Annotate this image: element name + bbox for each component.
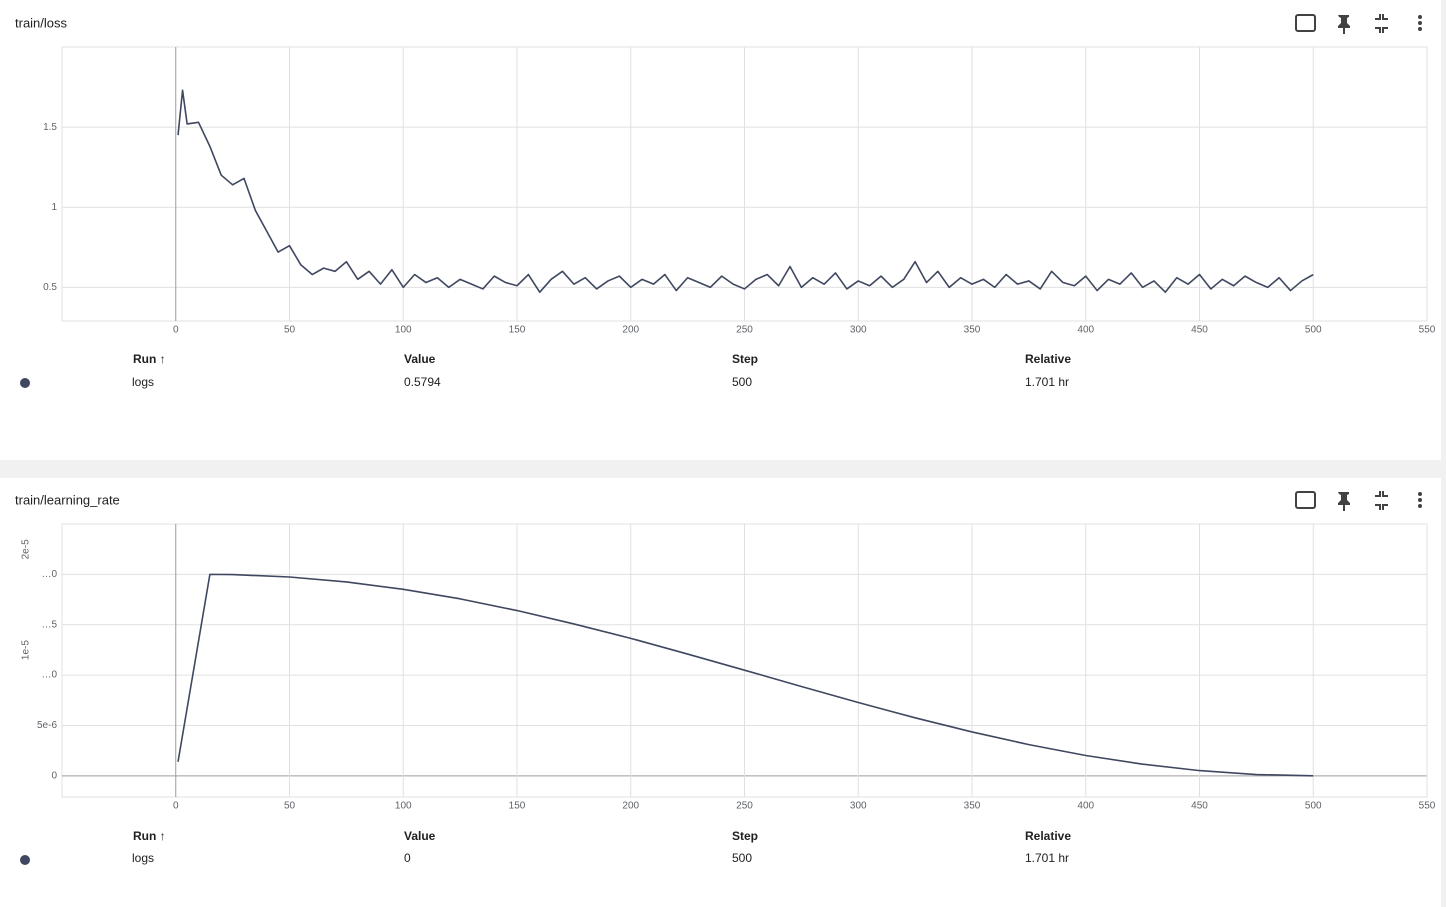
x-tick-label: 350 bbox=[964, 801, 981, 812]
x-tick-label: 250 bbox=[736, 801, 753, 812]
x-tick-label: 450 bbox=[1191, 801, 1208, 812]
x-tick-label: 550 bbox=[1419, 801, 1436, 812]
y-tick-label: 5e-6 bbox=[37, 720, 57, 731]
run-color bbox=[20, 855, 30, 865]
table-header: Run ↑ bbox=[133, 352, 166, 366]
run-table: Run ↑ Value Step Relative logs 0 500 1.7… bbox=[20, 829, 1071, 865]
run-name: logs bbox=[132, 851, 154, 865]
x-tick-label: 200 bbox=[622, 801, 639, 812]
y-tick-label: 0 bbox=[51, 770, 57, 781]
y-tick-label: 1 bbox=[51, 202, 57, 213]
y-tick-label: …0 bbox=[41, 569, 57, 580]
table-header: Relative bbox=[1025, 352, 1071, 366]
fit-icon[interactable] bbox=[1295, 491, 1316, 509]
x-tick-label: 400 bbox=[1077, 325, 1094, 336]
run-name: logs bbox=[132, 375, 154, 389]
x-tick-label: 550 bbox=[1419, 325, 1436, 336]
pin-icon[interactable] bbox=[1338, 15, 1350, 34]
x-tick-label: 400 bbox=[1077, 801, 1094, 812]
y-tick-label: …0 bbox=[41, 670, 57, 681]
x-tick-label: 150 bbox=[509, 325, 526, 336]
y-tick-label: 0.5 bbox=[43, 282, 57, 293]
x-tick-label: 500 bbox=[1305, 325, 1322, 336]
y-tick-label: …5 bbox=[41, 619, 57, 630]
x-tick-label: 100 bbox=[395, 325, 412, 336]
table-cell: 1.701 hr bbox=[1025, 851, 1069, 865]
table-header: Step bbox=[732, 352, 758, 366]
x-tick-label: 50 bbox=[284, 801, 296, 812]
y-tick-label: 1.5 bbox=[43, 122, 57, 133]
table-cell: 500 bbox=[732, 375, 752, 389]
series-line bbox=[177, 573, 1314, 777]
x-tick-label: 350 bbox=[964, 325, 981, 336]
collapse-icon[interactable] bbox=[1375, 491, 1388, 510]
x-tick-label: 150 bbox=[509, 801, 526, 812]
table-cell: 0.5794 bbox=[404, 375, 441, 389]
table-header: Relative bbox=[1025, 829, 1071, 843]
card bbox=[0, 478, 1441, 907]
x-tick-label: 300 bbox=[850, 325, 867, 336]
menu-icon[interactable] bbox=[1418, 492, 1422, 508]
pin-icon[interactable] bbox=[1338, 492, 1350, 511]
y-axis-group-label: 2e-5 bbox=[21, 539, 32, 559]
x-tick-label: 0 bbox=[173, 801, 179, 812]
table-cell: 1.701 hr bbox=[1025, 375, 1069, 389]
table-header: Step bbox=[732, 829, 758, 843]
toolbar bbox=[1295, 14, 1422, 511]
card bbox=[0, 0, 1441, 460]
table-header: Value bbox=[404, 352, 436, 366]
x-tick-label: 300 bbox=[850, 801, 867, 812]
x-tick-label: 50 bbox=[284, 325, 296, 336]
table-header: Run ↑ bbox=[133, 829, 166, 843]
run-color bbox=[20, 378, 30, 388]
card-title: train/loss bbox=[15, 15, 68, 30]
x-tick-label: 450 bbox=[1191, 325, 1208, 336]
menu-icon[interactable] bbox=[1418, 15, 1422, 31]
collapse-icon[interactable] bbox=[1375, 14, 1388, 33]
x-tick-label: 500 bbox=[1305, 801, 1322, 812]
x-tick-label: 100 bbox=[395, 801, 412, 812]
table-cell: 0 bbox=[404, 851, 411, 865]
y-axis-group-label: 1e-5 bbox=[21, 640, 32, 660]
table-cell: 500 bbox=[732, 851, 752, 865]
x-tick-label: 0 bbox=[173, 325, 179, 336]
run-table: Run ↑ Value Step Relative logs 0.5794 50… bbox=[20, 352, 1071, 389]
x-tick-label: 200 bbox=[622, 325, 639, 336]
table-header: Value bbox=[404, 829, 436, 843]
card-title: train/learning_rate bbox=[15, 492, 120, 507]
x-tick-label: 250 bbox=[736, 325, 753, 336]
series-line bbox=[177, 89, 1314, 293]
fit-icon[interactable] bbox=[1295, 14, 1316, 32]
